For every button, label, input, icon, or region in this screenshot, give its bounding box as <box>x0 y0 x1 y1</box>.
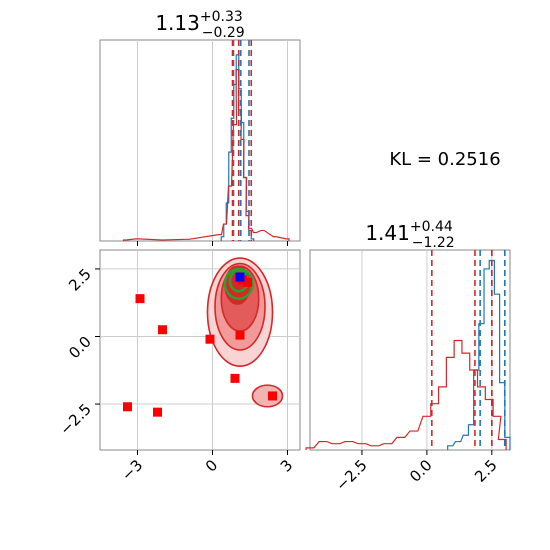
y-marginal-hist-0 <box>447 259 511 450</box>
joint-marker-3 <box>235 330 245 340</box>
y-marginal-xtick-label-1: 0.0 <box>406 456 436 486</box>
joint-marker-2 <box>205 334 215 344</box>
joint-marker-9 <box>153 407 162 417</box>
joint-marker-10 <box>235 272 245 282</box>
y-marginal-title-value: 1.41 <box>365 221 410 245</box>
joint-marker-7 <box>268 391 277 401</box>
joint-marker-0 <box>135 294 145 304</box>
joint-frame <box>99 249 301 451</box>
x-marginal-title-upper: +0.33 <box>200 9 243 25</box>
joint-ytick-label-1: 0.0 <box>65 333 95 363</box>
green-contour-0 <box>223 267 254 300</box>
joint-panel: 2.5 0.0 −2.5 −3 0 3 <box>56 249 301 484</box>
x-marginal-hist-1 <box>122 69 290 241</box>
x-marginal-title-value: 1.13 <box>155 11 200 35</box>
joint-marker-6 <box>230 373 240 383</box>
x-marginal-frame <box>99 39 301 242</box>
joint-xtick-label-0: −3 <box>118 456 146 484</box>
y-marginal-frame <box>309 249 511 451</box>
joint-marker-8 <box>123 402 132 412</box>
joint-xtick-label-2: 3 <box>277 456 296 475</box>
y-marginal-xtick-label-2: 2.5 <box>471 456 501 486</box>
y-marginal-panel: −2.5 0.0 2.5 1.41+0.44 −1.22 <box>305 219 511 495</box>
joint-marker-5 <box>243 277 252 287</box>
joint-ytick-label-0: 2.5 <box>65 265 95 295</box>
kl-annotation: KL = 0.2516 <box>389 149 500 170</box>
y-marginal-title: 1.41+0.44 −1.22 <box>365 219 454 251</box>
joint-ytick-label-2: −2.5 <box>56 400 94 438</box>
y-marginal-hist-1 <box>305 339 507 450</box>
x-marginal-title: 1.13+0.33 −0.29 <box>155 9 244 41</box>
red-contour-4 <box>251 384 284 408</box>
y-marginal-title-lower: −1.22 <box>412 235 455 251</box>
joint-xtick-label-1: 0 <box>202 456 221 475</box>
joint-marker-1 <box>158 325 167 335</box>
y-marginal-xtick-label-0: −2.5 <box>332 456 370 494</box>
x-marginal-title-lower: −0.29 <box>202 25 245 41</box>
y-marginal-title-upper: +0.44 <box>410 219 453 235</box>
x-marginal-panel: 1.13+0.33 −0.29 <box>99 9 301 246</box>
